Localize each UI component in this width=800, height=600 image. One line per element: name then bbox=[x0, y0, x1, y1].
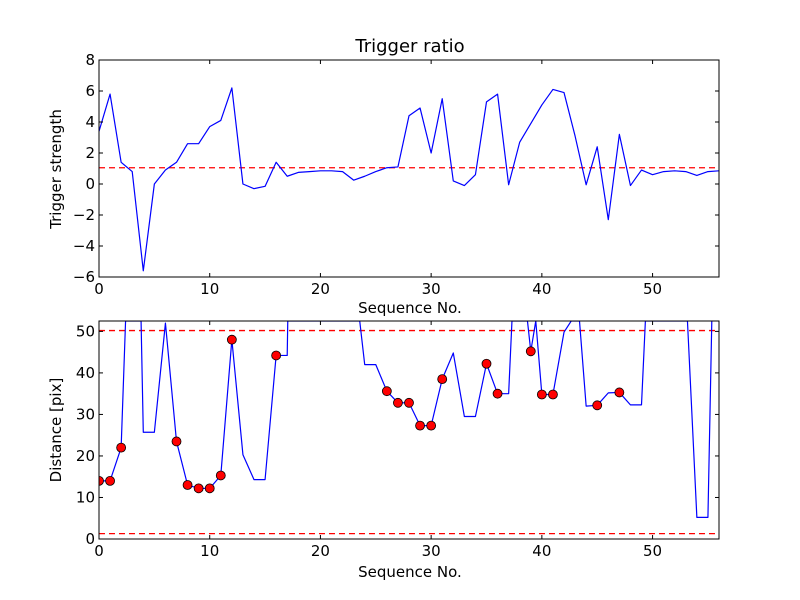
bottom-chart-y-axis-label: Distance [pix] bbox=[47, 378, 65, 483]
bottom-chart-data-point bbox=[525, 346, 536, 357]
bottom-chart-data-point bbox=[171, 436, 182, 447]
bottom-chart: 0 10 20 30 40 50 0 10 20 30 40 50 bbox=[76, 320, 720, 560]
bottom-chart-y-tick-label: 50 bbox=[76, 322, 95, 340]
bottom-chart-data-point bbox=[105, 475, 115, 486]
bottom-chart-x-tick-label: 0 bbox=[94, 542, 104, 560]
bottom-chart-data-point bbox=[437, 374, 448, 385]
bottom-chart-data-point bbox=[481, 358, 492, 369]
bottom-chart-data-point bbox=[426, 420, 437, 431]
bottom-chart-data-point bbox=[492, 388, 503, 399]
top-chart-y-tick-label: 2 bbox=[85, 144, 95, 162]
bottom-chart-data-point bbox=[548, 389, 558, 400]
bottom-chart-data-point bbox=[393, 397, 403, 408]
top-chart-title: Trigger ratio bbox=[354, 36, 464, 57]
bottom-chart-data-point bbox=[415, 420, 425, 431]
top-chart-x-tick-label: 0 bbox=[94, 280, 104, 298]
top-chart-y-tick-label: −6 bbox=[73, 268, 95, 286]
top-chart-x-tick-label: 20 bbox=[311, 280, 330, 298]
bottom-chart-y-tick-label: 20 bbox=[76, 447, 95, 465]
top-chart-x-tick-label: 10 bbox=[200, 280, 219, 298]
bottom-chart-data-point bbox=[99, 475, 104, 486]
bottom-chart-data-point bbox=[204, 483, 215, 494]
bottom-chart-axes-frame bbox=[98, 320, 720, 540]
bottom-chart-data-point bbox=[536, 389, 547, 400]
bottom-chart-x-tick-label: 50 bbox=[643, 542, 662, 560]
top-chart-x-tick-label: 30 bbox=[422, 280, 441, 298]
top-chart-y-tick-label: 8 bbox=[85, 51, 95, 69]
top-chart-y-tick-label: 6 bbox=[85, 82, 95, 100]
bottom-chart-y-tick-label: 40 bbox=[76, 364, 95, 382]
bottom-chart-x-tick-label: 30 bbox=[422, 542, 441, 560]
bottom-chart-data-point bbox=[226, 334, 237, 345]
top-chart-x-tick-label: 40 bbox=[532, 280, 551, 298]
top-chart-x-tick-label: 50 bbox=[643, 280, 662, 298]
bottom-chart-y-tick-label: 10 bbox=[76, 488, 95, 506]
bottom-chart-data-point bbox=[182, 480, 193, 490]
top-chart-y-tick-label: 0 bbox=[85, 175, 95, 193]
bottom-chart-data-point bbox=[116, 442, 127, 453]
top-chart-y-tick-label: −4 bbox=[73, 237, 95, 255]
bottom-chart-data-point bbox=[592, 400, 603, 411]
bottom-chart-x-tick-label: 40 bbox=[532, 542, 551, 560]
bottom-chart-data-point bbox=[614, 387, 625, 398]
bottom-chart-data-point bbox=[404, 397, 414, 408]
top-chart-x-axis-label: Sequence No. bbox=[358, 299, 462, 317]
bottom-chart-data-point bbox=[193, 483, 204, 494]
top-chart-axes-frame bbox=[98, 59, 720, 278]
bottom-chart-x-tick-label: 10 bbox=[200, 542, 219, 560]
bottom-chart-x-tick-label: 20 bbox=[311, 542, 330, 560]
top-chart-y-tick-label: 4 bbox=[85, 113, 95, 131]
top-chart: 0 10 20 30 40 50 −6 −4 −2 0 2 4 6 8 bbox=[73, 51, 720, 298]
bottom-chart-data-point bbox=[271, 350, 282, 361]
bottom-chart-x-axis-label: Sequence No. bbox=[358, 563, 462, 581]
bottom-chart-y-tick-label: 30 bbox=[76, 405, 95, 423]
top-chart-y-tick-label: −2 bbox=[73, 206, 95, 224]
top-chart-y-axis-label: Trigger strength bbox=[47, 109, 65, 230]
bottom-chart-data-point bbox=[381, 386, 392, 397]
bottom-chart-data-point bbox=[215, 470, 226, 481]
bottom-chart-y-tick-label: 0 bbox=[85, 530, 95, 548]
top-chart-series-line bbox=[99, 87, 719, 272]
